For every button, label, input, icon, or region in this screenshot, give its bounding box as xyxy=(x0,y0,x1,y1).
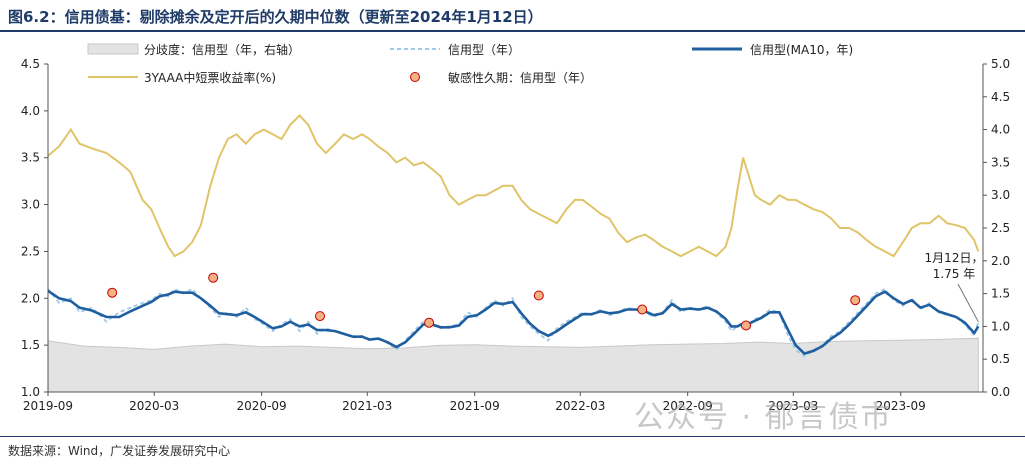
y-right-tick-label: 0.0 xyxy=(991,385,1010,399)
annotation-leader-line xyxy=(957,283,979,322)
y-left-tick-label: 3.5 xyxy=(21,151,40,165)
y-right-tick-label: 1.5 xyxy=(991,287,1010,301)
title-divider xyxy=(0,30,1025,32)
x-tick-label: 2020-09 xyxy=(237,399,287,413)
legend-swatch-sensitivity xyxy=(410,72,420,82)
annotation-value: 1.75 年 xyxy=(933,267,976,281)
axes-layer: 1.0 1.5 2.0 2.5 3.0 3.5 4.0 4.5 0.0 0.5 1.0 1.5 2.0 2… xyxy=(21,57,1010,413)
yield-line-layer xyxy=(47,114,980,258)
x-tick-label: 2021-03 xyxy=(342,399,392,413)
x-tick-label: 2021-09 xyxy=(450,399,500,413)
legend-label-ma10: 信用型(MA10，年) xyxy=(750,43,853,57)
watermark: 公众号 · 郁言债市 xyxy=(634,400,893,435)
legend: 分歧度：信用型（年，右轴） 信用型（年） 信用型(MA10，年) 3YAAA中短票收益… xyxy=(87,42,853,85)
sensitivity-point xyxy=(637,304,648,315)
x-tick-label: 2022-09 xyxy=(663,399,713,413)
dispersion-area-layer xyxy=(47,337,979,393)
legend-swatch-dispersion xyxy=(87,43,139,55)
legend-label-credit: 信用型（年） xyxy=(448,43,520,57)
y-right-tick-label: 3.0 xyxy=(991,188,1010,202)
yield-line xyxy=(47,114,980,258)
y-right-tick-label: 0.5 xyxy=(991,352,1010,366)
y-left-tick-label: 4.0 xyxy=(21,104,40,118)
sensitivity-points-layer xyxy=(107,272,861,331)
y-left-tick-label: 2.0 xyxy=(21,291,40,305)
sensitivity-point xyxy=(208,272,219,283)
y-right-tick-label: 5.0 xyxy=(991,57,1010,71)
annotation-layer: 1月12日， 1.75 年 xyxy=(925,251,984,322)
legend-label-dispersion: 分歧度：信用型（年，右轴） xyxy=(144,42,300,57)
x-tick-label: 2023-03 xyxy=(768,399,818,413)
y-left-tick-label: 3.0 xyxy=(21,198,40,212)
sensitivity-point xyxy=(107,287,118,298)
annotation-date: 1月12日， xyxy=(925,251,984,265)
y-left-tick-label: 4.5 xyxy=(21,57,40,71)
chart-title: 图6.2：信用债基：剔除摊余及定开后的久期中位数（更新至2024年1月12日） xyxy=(8,8,543,26)
y-right-tick-label: 4.0 xyxy=(991,123,1010,137)
y-right-tick-label: 2.0 xyxy=(991,254,1010,268)
sensitivity-point xyxy=(315,311,325,322)
credit-ma10-line-layer xyxy=(47,289,980,356)
x-tick-label: 2022-03 xyxy=(555,399,605,413)
x-tick-label: 2020-03 xyxy=(129,399,179,413)
x-tick-label: 2023-09 xyxy=(876,399,926,413)
x-tick-label: 2019-09 xyxy=(23,399,73,413)
y-right-tick-label: 1.0 xyxy=(991,319,1010,333)
source-divider xyxy=(0,436,1025,437)
y-right-tick-label: 3.5 xyxy=(991,155,1010,169)
dispersion-area xyxy=(47,337,979,393)
source-note: 数据来源：Wind，广发证券发展研究中心 xyxy=(8,444,231,458)
credit-ma10-line xyxy=(47,289,980,356)
credit-line-layer xyxy=(47,287,980,358)
y-left-tick-label: 2.5 xyxy=(21,244,40,258)
y-right-tick-label: 4.5 xyxy=(991,90,1010,104)
sensitivity-point xyxy=(533,290,544,301)
y-left-tick-label: 1.0 xyxy=(21,385,40,399)
credit-dashed-line xyxy=(47,287,980,358)
sensitivity-point xyxy=(424,317,435,328)
legend-label-yield: 3YAAA中短票收益率(%) xyxy=(144,70,276,85)
sensitivity-point xyxy=(741,320,751,331)
y-right-tick-label: 2.5 xyxy=(991,221,1010,235)
legend-label-sensitivity: 敏感性久期：信用型（年） xyxy=(448,70,592,85)
y-left-tick-label: 1.5 xyxy=(21,338,40,352)
sensitivity-point xyxy=(850,295,861,306)
